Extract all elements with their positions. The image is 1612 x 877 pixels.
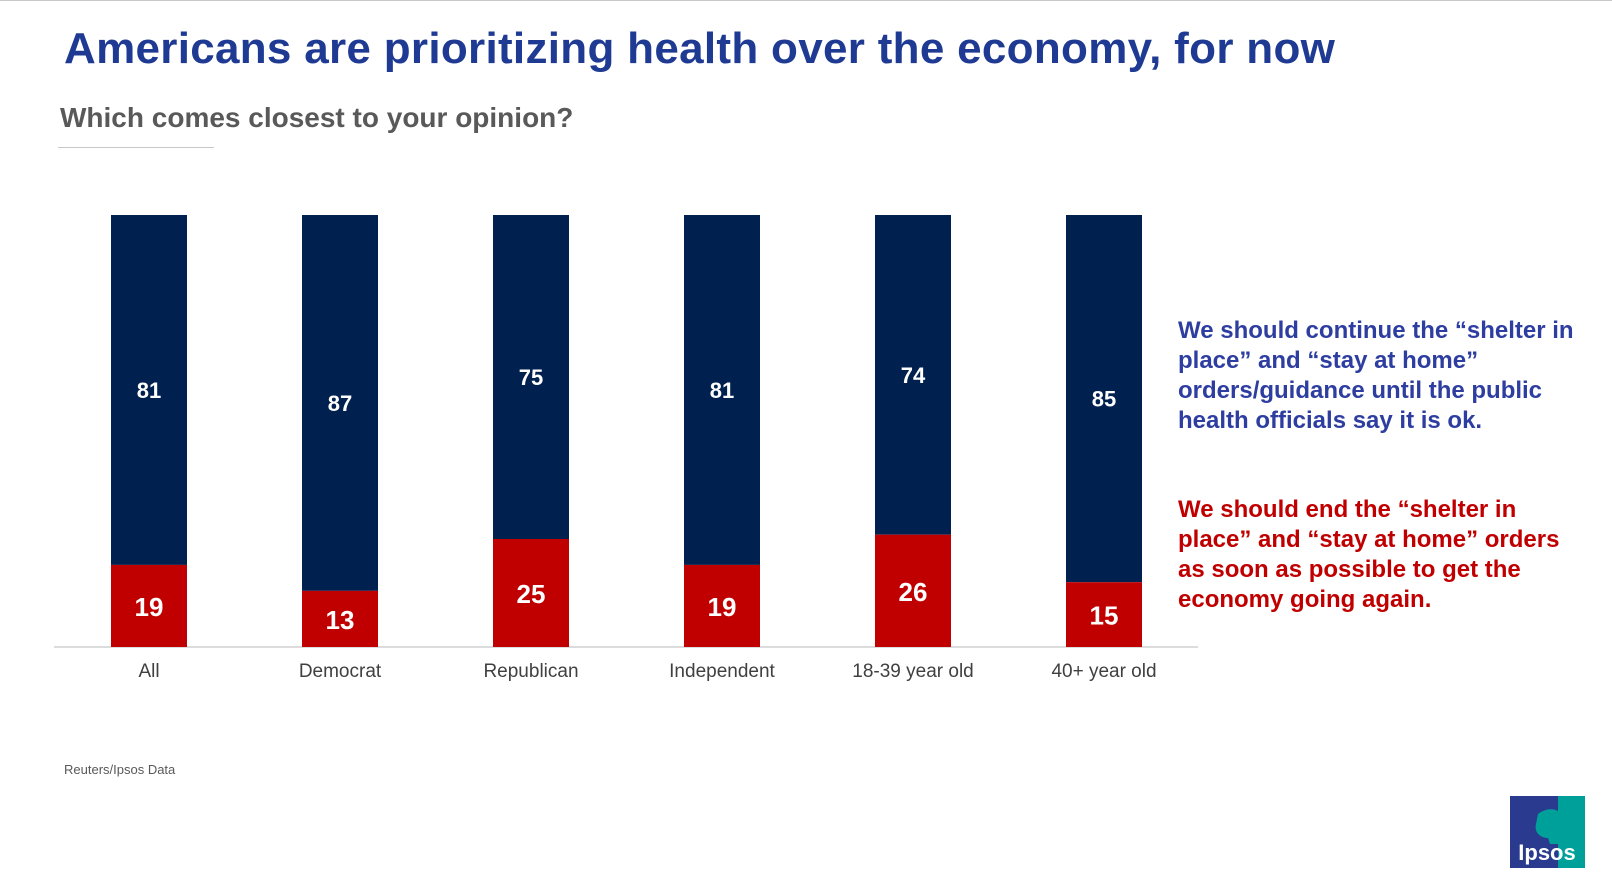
source-note: Reuters/Ipsos Data: [64, 762, 176, 777]
category-label: 40+ year old: [1051, 661, 1156, 682]
bar-continue: [684, 215, 760, 565]
bar-continue: [875, 215, 951, 535]
data-label-continue: 85: [1092, 387, 1116, 412]
data-label-end: 19: [135, 592, 164, 622]
bar-end: [111, 564, 187, 647]
data-label-end: 19: [708, 592, 737, 622]
data-label-continue: 75: [519, 365, 543, 390]
data-label-end: 15: [1090, 601, 1119, 631]
data-label-continue: 74: [901, 363, 926, 388]
bar-continue: [302, 215, 378, 591]
bar-end: [302, 590, 378, 647]
bar-continue: [493, 215, 569, 539]
legend-continue: We should continue the “shelter in place…: [1178, 317, 1574, 434]
top-divider: [0, 0, 1612, 1]
data-label-end: 25: [517, 579, 546, 609]
ipsos-logo: Ipsos: [1510, 796, 1585, 868]
bar-end: [875, 534, 951, 647]
bar-end: [493, 539, 569, 647]
data-label-continue: 81: [710, 378, 734, 403]
bar-continue: [111, 215, 187, 565]
legend-end: We should end the “shelter in place” and…: [1178, 496, 1560, 613]
category-label: Independent: [669, 661, 775, 682]
category-label: Republican: [483, 661, 578, 682]
category-label: 18-39 year old: [852, 661, 973, 682]
question-subtitle: Which comes closest to your opinion?: [60, 102, 574, 133]
data-label-end: 13: [326, 605, 355, 635]
data-label-continue: 87: [328, 391, 352, 416]
data-label-end: 26: [899, 577, 928, 607]
bar-end: [684, 564, 760, 647]
bar-continue: [1066, 215, 1142, 583]
category-label: All: [138, 661, 159, 682]
bar-end: [1066, 582, 1142, 647]
subtitle-underline: [58, 147, 214, 148]
category-label: Democrat: [299, 661, 382, 682]
logo-text: Ipsos: [1518, 840, 1575, 865]
data-label-continue: 81: [137, 378, 161, 403]
page-title: Americans are prioritizing health over t…: [64, 24, 1336, 73]
